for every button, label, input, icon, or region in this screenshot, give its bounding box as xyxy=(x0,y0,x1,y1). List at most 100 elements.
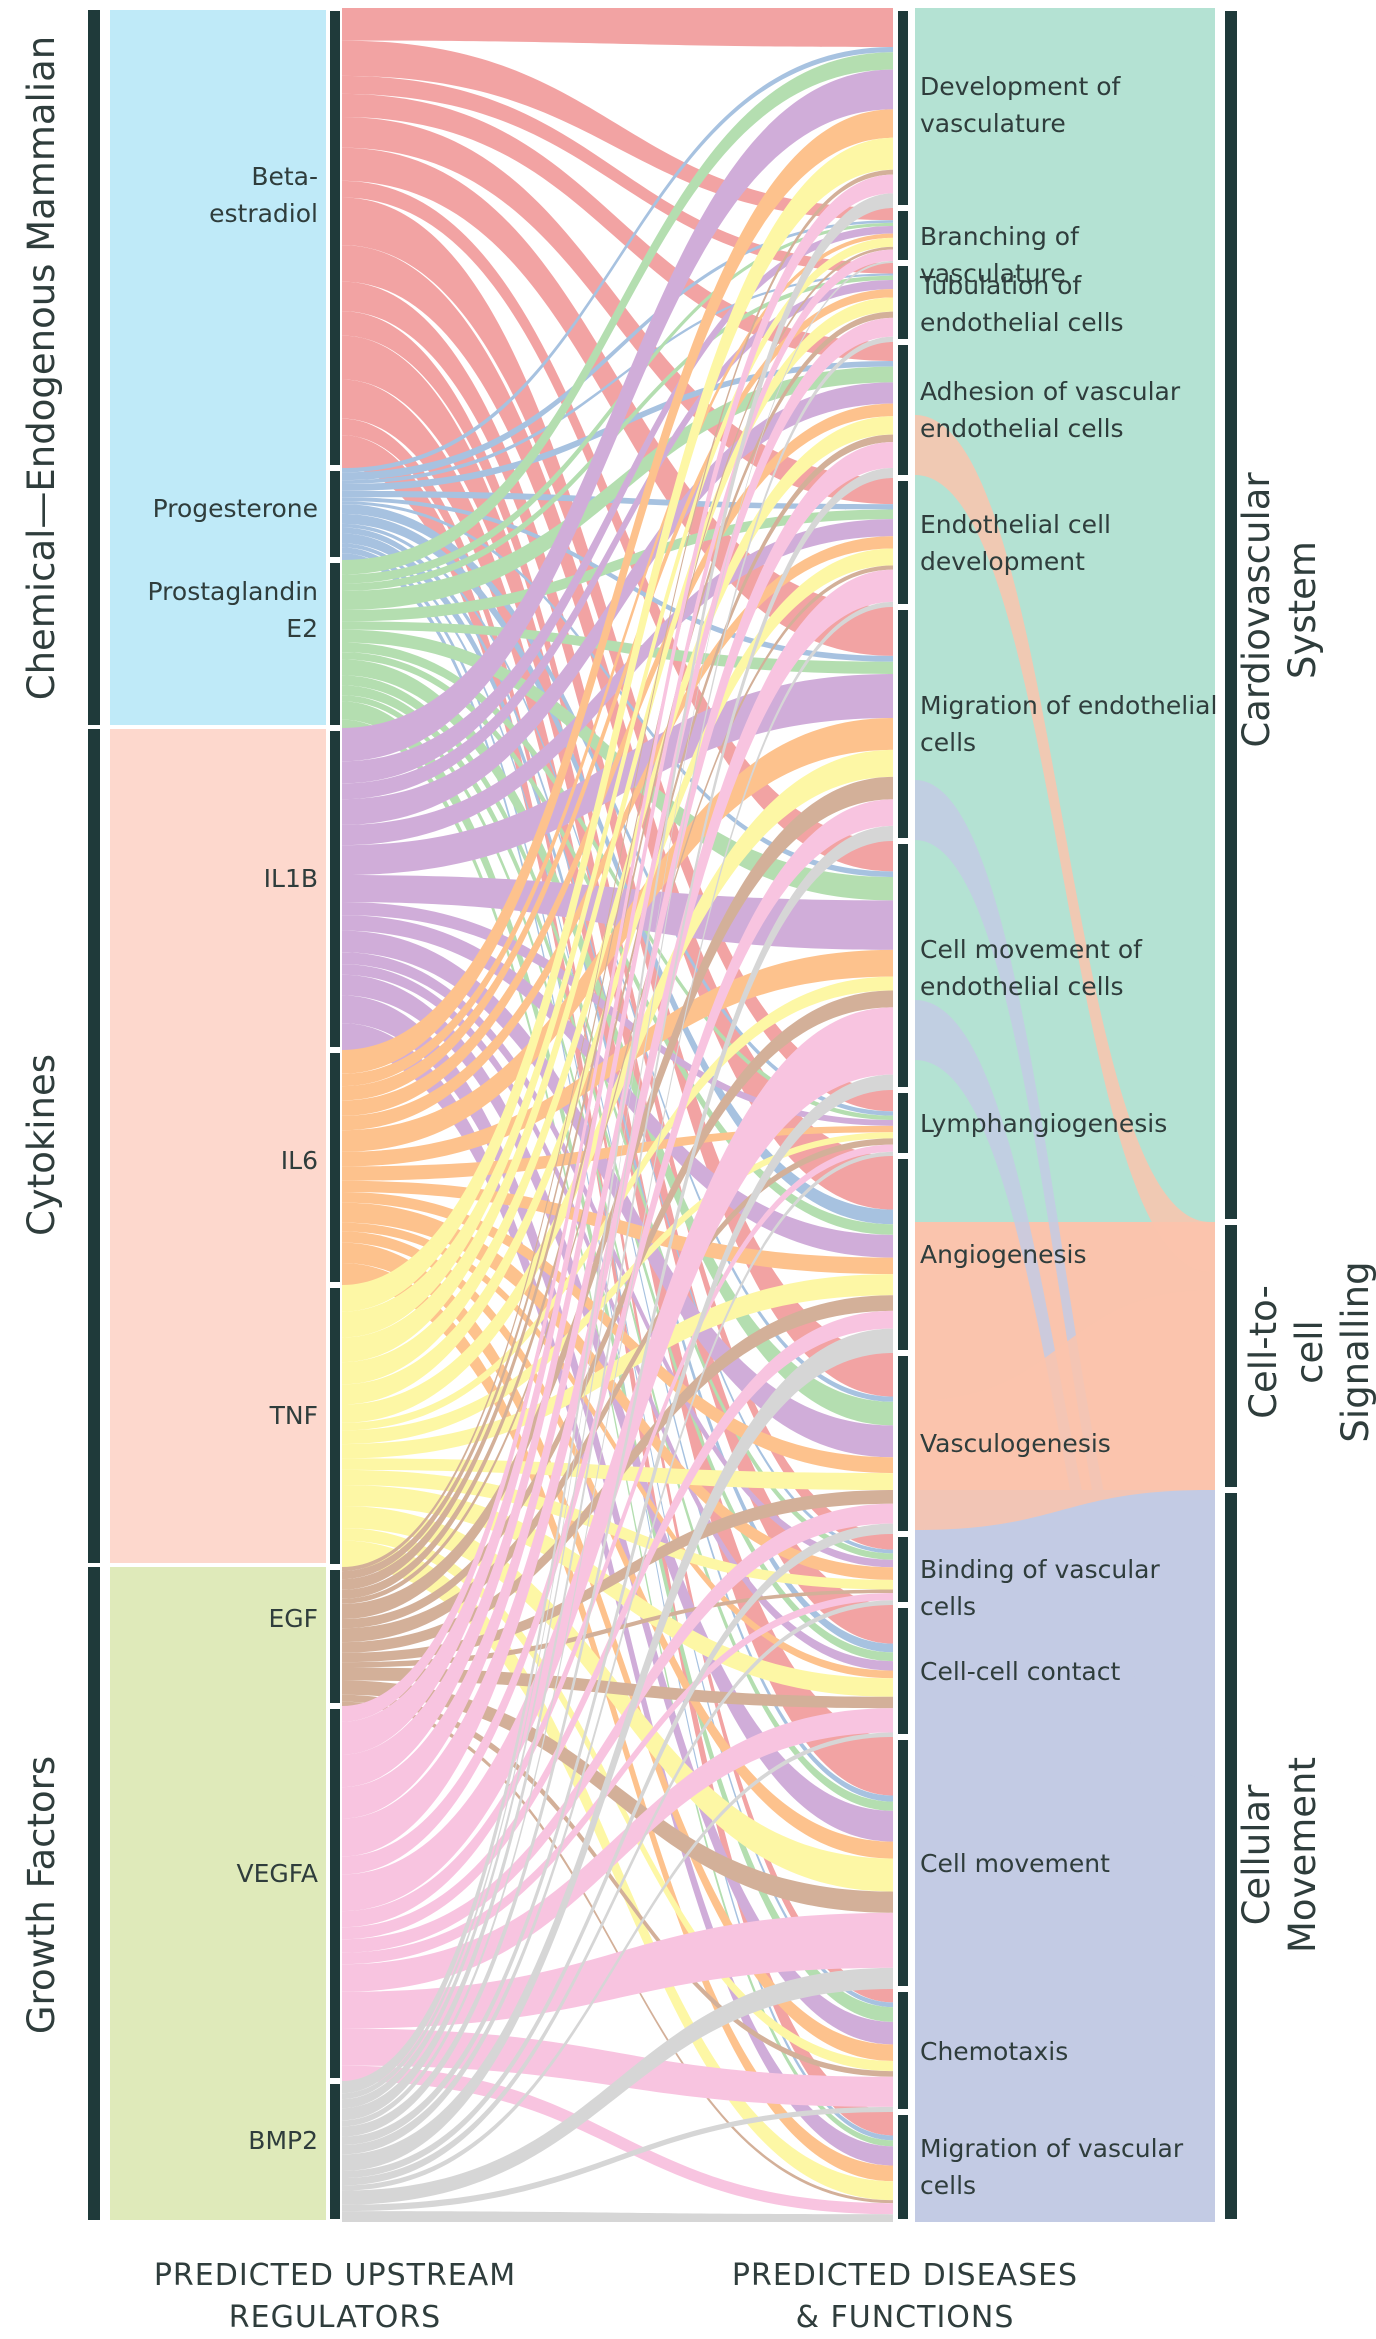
regulator-label-egf: EGF xyxy=(268,1604,318,1633)
regulator-label-tnf: TNF xyxy=(269,1401,318,1430)
flow-link-tnf-to-migration-of-vascular-cells xyxy=(342,1540,893,2201)
flow-link-prostaglandin-e2-to-development-of-vasculature xyxy=(342,52,893,575)
flow-link-bmp2-to-chemotaxis xyxy=(342,2106,893,2212)
flow-link-il1b-to-binding-of-vascular-cells xyxy=(342,952,893,1568)
flow-link-prostaglandin-e2-to-lymphangiogenesis xyxy=(342,642,893,1120)
regulator-bar-il6 xyxy=(330,1053,340,1282)
function-bar-angiogenesis xyxy=(898,1159,908,1350)
flow-link-tnf-to-branching-of-vasculature xyxy=(342,237,893,1338)
flow-link-tnf-to-development-of-vasculature xyxy=(342,137,893,1312)
function-label-cell-movement-of-endothelial-cells: Cell movement of endothelial cells xyxy=(920,935,1142,1001)
flow-link-prostaglandin-e2-to-adhesion-of-vascular-endothelial-cells xyxy=(342,366,893,611)
flow-link-bmp2-to-tubulation-of-endothelial-cells xyxy=(342,336,893,2109)
flow-link-beta-estradiol-to-tubulation-of-endothelial-cells xyxy=(342,75,893,274)
flow-link-il1b-to-cell-movement xyxy=(342,974,893,1842)
flow-link-egf-to-vasculogenesis xyxy=(342,1489,893,1663)
category-panel-cellular-movement xyxy=(915,1490,1215,2222)
group-bar-growth-factors xyxy=(88,1567,100,2220)
flow-link-progesterone-to-chemotaxis xyxy=(342,547,893,2008)
category-bar-cardiovascular-system xyxy=(1225,11,1237,1219)
flow-link-progesterone-to-tubulation-of-endothelial-cells xyxy=(342,273,893,484)
category-bar-cell-to-cell-signalling xyxy=(1225,1225,1237,1487)
flow-link-vegfa-to-vasculogenesis xyxy=(342,1503,893,1953)
flow-link-vegfa-to-adhesion-of-vascular-endothelial-cells xyxy=(342,442,893,1819)
flow-link-vegfa-to-angiogenesis xyxy=(342,1310,893,1940)
flow-link-il6-to-adhesion-of-vascular-endothelial-cells xyxy=(342,403,893,1116)
flow-link-prostaglandin-e2-to-cell-movement xyxy=(342,695,893,1811)
flow-link-egf-to-lymphangiogenesis xyxy=(342,1138,893,1643)
flow-link-progesterone-to-vasculogenesis xyxy=(342,523,893,1402)
regulator-label-beta-estradiol: Beta- estradiol xyxy=(209,162,318,228)
flow-link-vegfa-to-migration-of-vascular-cells xyxy=(342,2065,893,2215)
regulator-bar-tnf xyxy=(330,1288,340,1564)
function-label-endothelial-cell-development: Endothelial cell development xyxy=(920,510,1111,576)
category-ribbon xyxy=(915,780,1210,1780)
group-panel-cytokines xyxy=(110,729,326,1563)
flow-link-egf-to-branching-of-vasculature xyxy=(342,246,893,1580)
group-panel-growth-factors xyxy=(110,1567,326,2220)
function-label-lymphangiogenesis: Lymphangiogenesis xyxy=(920,1109,1168,1138)
function-label-development-of-vasculature: Development of vasculature xyxy=(920,72,1121,138)
function-label-migration-of-vascular-cells: Migration of vascular cells xyxy=(920,2134,1184,2200)
flow-link-progesterone-to-migration-of-endothelial-cells xyxy=(342,497,893,662)
function-bar-cell-movement-of-endothelial-cells xyxy=(898,844,908,1087)
flow-link-vegfa-to-branching-of-vasculature xyxy=(342,249,893,1755)
group-bar-chemical-endogenous-mammalian xyxy=(88,10,100,725)
function-label-tubulation-of-endothelial-cells: Tubulation of endothelial cells xyxy=(920,271,1124,337)
flow-link-il6-to-development-of-vasculature xyxy=(342,109,893,1074)
flow-link-tnf-to-adhesion-of-vascular-endothelial-cells xyxy=(342,416,893,1385)
regulator-label-progesterone: Progesterone xyxy=(152,494,318,523)
category-bar-cellular-movement xyxy=(1225,1493,1237,2219)
flow-link-egf-to-development-of-vasculature xyxy=(342,169,893,1572)
function-label-cell-movement: Cell movement xyxy=(920,1849,1110,1878)
flow-link-egf-to-cell-cell-contact xyxy=(342,1667,893,1709)
flow-link-bmp2-to-vasculogenesis xyxy=(342,1523,893,2179)
flow-link-prostaglandin-e2-to-cell-cell-contact xyxy=(342,685,893,1662)
flow-link-progesterone-to-branching-of-vasculature xyxy=(342,220,893,481)
flow-link-vegfa-to-cell-movement-of-endothelial-cells xyxy=(342,1007,893,1912)
function-bar-branching-of-vasculature xyxy=(898,211,908,260)
flow-link-il1b-to-branching-of-vasculature xyxy=(342,225,893,784)
flow-link-prostaglandin-e2-to-endothelial-cell-development xyxy=(342,509,893,622)
flow-link-bmp2-to-angiogenesis xyxy=(342,1328,893,2171)
function-bar-adhesion-of-vascular-endothelial-cells xyxy=(898,345,908,475)
group-title-cytokines: Cytokines xyxy=(20,1053,63,1237)
function-bar-lymphangiogenesis xyxy=(898,1093,908,1153)
flow-link-beta-estradiol-to-development-of-vasculature xyxy=(342,8,893,47)
flow-link-egf-to-cell-movement xyxy=(342,1680,893,1913)
flow-link-egf-to-chemotaxis xyxy=(342,1694,893,2077)
regulator-bar-il1b xyxy=(330,731,340,1047)
flow-link-bmp2-to-development-of-vasculature xyxy=(342,193,893,2094)
flow-link-vegfa-to-development-of-vasculature xyxy=(342,174,893,1722)
flow-link-bmp2-to-migration-of-endothelial-cells xyxy=(342,825,893,2137)
regulator-label-il1b: IL1B xyxy=(263,864,318,893)
function-label-branching-of-vasculature: Branching of vasculature xyxy=(920,222,1079,288)
function-label-chemotaxis: Chemotaxis xyxy=(920,2037,1069,2066)
regulator-label-vegfa: VEGFA xyxy=(236,1859,318,1888)
flow-link-bmp2-to-cell-cell-contact xyxy=(342,1732,893,2191)
flow-link-bmp2-to-cell-movement-of-endothelial-cells xyxy=(342,1074,893,2146)
flow-link-vegfa-to-cell-movement xyxy=(342,1912,893,2029)
function-bar-cell-movement xyxy=(898,1740,908,1986)
function-bar-binding-of-vascular-cells xyxy=(898,1537,908,1602)
regulator-label-prostaglandin-e2: Prostaglandin E2 xyxy=(147,577,318,643)
function-bar-migration-of-vascular-cells xyxy=(898,2115,908,2219)
function-label-vasculogenesis: Vasculogenesis xyxy=(920,1429,1111,1458)
footer-upstream-regulators: PREDICTED UPSTREAM REGULATORS xyxy=(153,2258,517,2335)
function-label-adhesion-of-vascular-endothelial-cells: Adhesion of vascular endothelial cells xyxy=(920,377,1181,443)
flow-link-progesterone-to-development-of-vasculature xyxy=(342,46,893,473)
flow-link-vegfa-to-tubulation-of-endothelial-cells xyxy=(342,317,893,1788)
flow-link-il6-to-tubulation-of-endothelial-cells xyxy=(342,289,893,1101)
category-ribbon xyxy=(915,1290,1210,1530)
flow-link-vegfa-to-migration-of-endothelial-cells xyxy=(342,799,893,1875)
flow-link-prostaglandin-e2-to-migration-of-vascular-cells xyxy=(342,719,893,2147)
flow-link-vegfa-to-binding-of-vascular-cells xyxy=(342,1592,893,1965)
flow-link-tnf-to-endothelial-cell-development xyxy=(342,548,893,1405)
flow-link-bmp2-to-cell-movement xyxy=(342,1967,893,2205)
category-title-cell-to-cell-signalling: Cell-to-cell Signalling xyxy=(1242,1261,1376,1443)
flow-link-bmp2-to-lymphangiogenesis xyxy=(342,1151,893,2155)
function-bar-tubulation-of-endothelial-cells xyxy=(898,266,908,339)
flow-link-tnf-to-cell-cell-contact xyxy=(342,1484,893,1697)
flow-link-beta-estradiol-to-adhesion-of-vascular-endothelial-cells xyxy=(342,93,893,361)
